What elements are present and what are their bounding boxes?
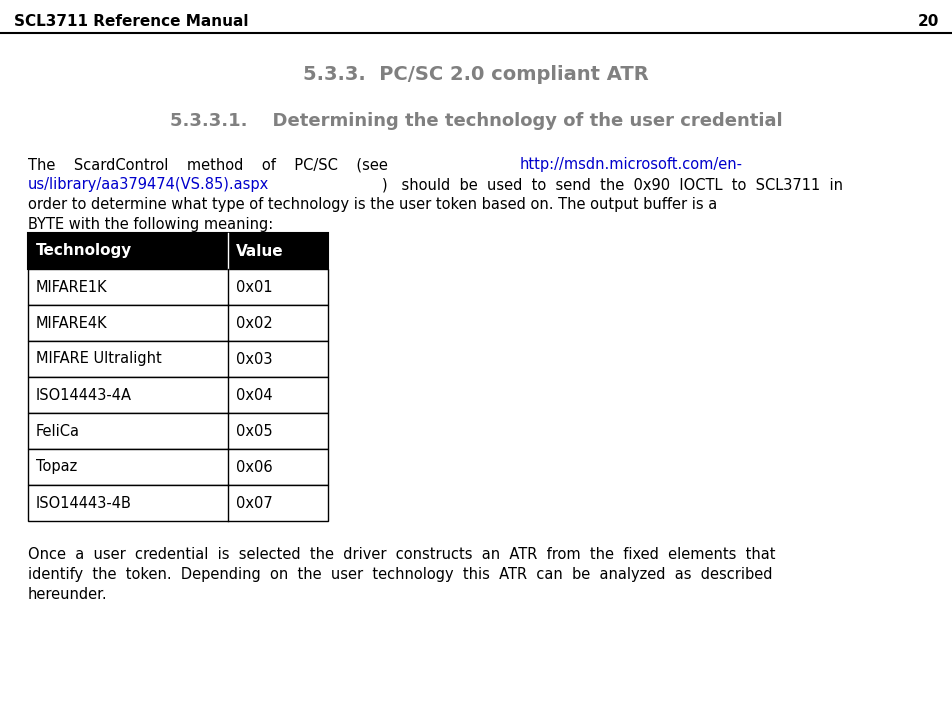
Text: MIFARE4K: MIFARE4K bbox=[36, 316, 108, 330]
Text: hereunder.: hereunder. bbox=[28, 587, 108, 602]
Text: 0x01: 0x01 bbox=[236, 279, 272, 295]
Text: The    ScardControl    method    of    PC/SC    (see: The ScardControl method of PC/SC (see bbox=[28, 157, 406, 172]
Text: FeliCa: FeliCa bbox=[36, 424, 80, 439]
Text: MIFARE1K: MIFARE1K bbox=[36, 279, 108, 295]
Bar bbox=[28, 341, 327, 377]
Bar bbox=[28, 233, 327, 269]
Text: us/library/aa379474(VS.85).aspx: us/library/aa379474(VS.85).aspx bbox=[28, 177, 269, 192]
Text: BYTE with the following meaning:: BYTE with the following meaning: bbox=[28, 217, 273, 232]
Text: SCL3711 Reference Manual: SCL3711 Reference Manual bbox=[14, 14, 248, 29]
Text: 0x05: 0x05 bbox=[236, 424, 272, 439]
Text: order to determine what type of technology is the user token based on. The outpu: order to determine what type of technolo… bbox=[28, 197, 717, 212]
Text: us/library/aa379474(VS.85).aspx: us/library/aa379474(VS.85).aspx bbox=[28, 177, 269, 192]
Text: 0x02: 0x02 bbox=[236, 316, 272, 330]
Bar bbox=[28, 413, 327, 449]
Bar bbox=[28, 305, 327, 341]
Text: The    ScardControl    method    of    PC/SC    (see: The ScardControl method of PC/SC (see bbox=[28, 157, 406, 172]
Text: 0x07: 0x07 bbox=[236, 495, 272, 510]
Text: Topaz: Topaz bbox=[36, 460, 77, 474]
Bar bbox=[28, 269, 327, 305]
Text: identify  the  token.  Depending  on  the  user  technology  this  ATR  can  be : identify the token. Depending on the use… bbox=[28, 567, 772, 582]
Text: 0x06: 0x06 bbox=[236, 460, 272, 474]
Text: 5.3.3.  PC/SC 2.0 compliant ATR: 5.3.3. PC/SC 2.0 compliant ATR bbox=[303, 65, 648, 84]
Text: Technology: Technology bbox=[36, 243, 132, 258]
Text: )   should  be  used  to  send  the  0x90  IOCTL  to  SCL3711  in: ) should be used to send the 0x90 IOCTL … bbox=[382, 177, 843, 192]
Text: 0x03: 0x03 bbox=[236, 351, 272, 366]
Text: http://msdn.microsoft.com/en-: http://msdn.microsoft.com/en- bbox=[519, 157, 742, 172]
Text: Once  a  user  credential  is  selected  the  driver  constructs  an  ATR  from : Once a user credential is selected the d… bbox=[28, 547, 775, 562]
Text: Value: Value bbox=[236, 243, 284, 258]
Bar bbox=[28, 377, 327, 413]
Bar bbox=[28, 485, 327, 521]
Text: ISO14443-4A: ISO14443-4A bbox=[36, 387, 132, 403]
Bar bbox=[28, 449, 327, 485]
Text: MIFARE Ultralight: MIFARE Ultralight bbox=[36, 351, 162, 366]
Text: ISO14443-4B: ISO14443-4B bbox=[36, 495, 131, 510]
Text: 5.3.3.1.    Determining the technology of the user credential: 5.3.3.1. Determining the technology of t… bbox=[169, 112, 782, 130]
Text: 0x04: 0x04 bbox=[236, 387, 272, 403]
Text: 20: 20 bbox=[917, 14, 938, 29]
